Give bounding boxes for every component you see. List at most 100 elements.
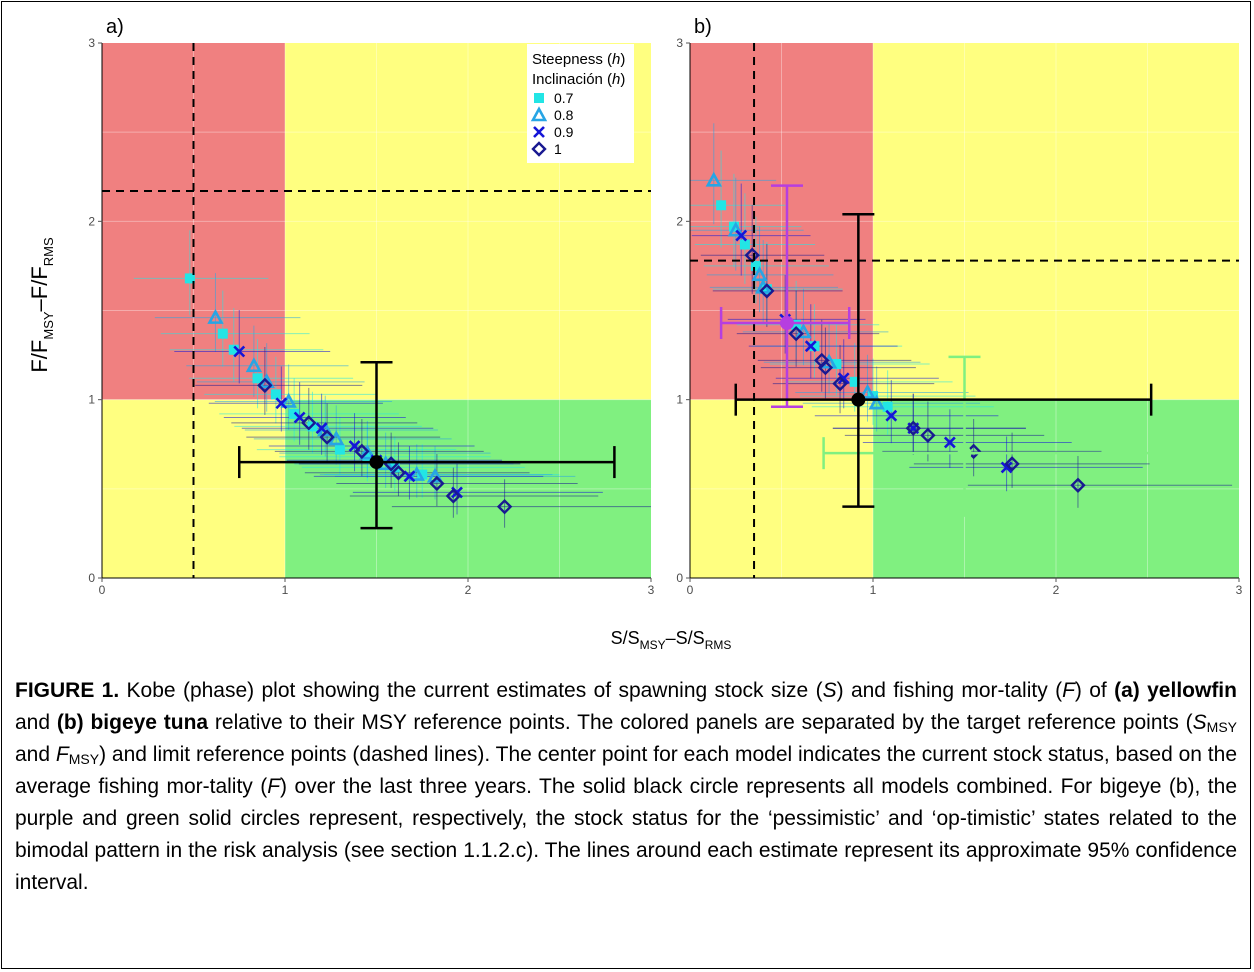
combined-estimate-point bbox=[851, 392, 866, 407]
x-label-sub2: RMS bbox=[705, 638, 732, 652]
caption-bigeye: (b) bigeye tuna bbox=[56, 711, 209, 734]
model-point bbox=[809, 341, 820, 352]
combined-estimate-point bbox=[369, 455, 384, 470]
y-tick-label: 3 bbox=[88, 36, 95, 50]
x-tick-label: 1 bbox=[870, 583, 877, 597]
model-point bbox=[228, 344, 239, 355]
legend-marker-cross bbox=[533, 126, 545, 138]
legend-label: 0.7 bbox=[554, 90, 574, 106]
legend-marker-square bbox=[534, 93, 544, 103]
quadrant-yellow-top bbox=[873, 43, 1239, 400]
x-tick-label: 3 bbox=[648, 583, 655, 597]
model-point bbox=[751, 266, 768, 282]
model-point bbox=[233, 345, 246, 358]
model-point bbox=[496, 498, 513, 515]
model-point bbox=[429, 475, 445, 492]
model-point bbox=[417, 469, 428, 480]
x-tick-label: 1 bbox=[282, 583, 289, 597]
model-point bbox=[1070, 477, 1086, 493]
x-label-sub1: MSY bbox=[640, 638, 666, 652]
model-point bbox=[245, 357, 263, 373]
caption-yellowfin: (a) yellowfin bbox=[1114, 679, 1237, 702]
x-label-mid: –S/S bbox=[666, 628, 705, 648]
y-label-sub2: RMS bbox=[41, 237, 56, 266]
model-point bbox=[390, 465, 407, 481]
model-point bbox=[885, 409, 898, 422]
x-axis-label: S/SMSY–S/SRMS bbox=[611, 628, 732, 652]
model-point bbox=[859, 383, 876, 399]
model-point bbox=[920, 427, 936, 444]
legend-marker-diamond bbox=[531, 141, 547, 157]
model-point bbox=[403, 470, 416, 483]
model-point bbox=[759, 283, 775, 299]
model-point bbox=[739, 239, 750, 250]
model-point bbox=[882, 401, 893, 412]
y-tick-label: 3 bbox=[676, 36, 683, 50]
x-tick-label: 0 bbox=[99, 583, 106, 597]
legend-title-1: Steepness (h) bbox=[532, 51, 625, 68]
model-point bbox=[716, 200, 727, 211]
model-point bbox=[727, 221, 744, 237]
model-point bbox=[1004, 456, 1020, 472]
model-point bbox=[207, 308, 224, 324]
model-point bbox=[280, 392, 297, 408]
model-point bbox=[943, 436, 956, 449]
x-tick-label: 2 bbox=[1053, 583, 1060, 597]
model-point bbox=[735, 229, 748, 242]
legend-marker-triangle bbox=[530, 106, 548, 122]
y-tick-label: 1 bbox=[88, 393, 95, 407]
panel-a: 0 1 2 3 0 1 2 3 bbox=[88, 36, 654, 597]
model-point bbox=[905, 420, 921, 436]
model-point bbox=[252, 373, 263, 384]
quadrant-green bbox=[285, 399, 651, 578]
model-point bbox=[217, 328, 228, 339]
x-label-base: S/S bbox=[611, 628, 640, 648]
panel-a-label: a) bbox=[106, 16, 124, 38]
model-point bbox=[832, 375, 848, 392]
legend-label: 0.8 bbox=[554, 107, 574, 123]
pessimistic-estimate-point bbox=[779, 315, 794, 330]
model-point bbox=[426, 467, 444, 483]
y-tick-label: 0 bbox=[88, 571, 95, 585]
model-point bbox=[750, 260, 761, 271]
model-point bbox=[184, 273, 195, 284]
model-point bbox=[275, 397, 288, 410]
model-point bbox=[868, 394, 885, 410]
quadrant-red bbox=[690, 43, 873, 400]
model-point bbox=[289, 408, 300, 419]
y-label-sub1: MSY bbox=[41, 311, 56, 340]
model-point bbox=[445, 488, 462, 504]
model-point bbox=[315, 422, 328, 435]
figure-caption: FIGURE 1. Kobe (phase) plot showing the … bbox=[15, 679, 1238, 894]
model-point bbox=[257, 377, 273, 394]
model-point bbox=[831, 359, 842, 369]
caption-figure-label: FIGURE 1. bbox=[15, 679, 120, 702]
model-point bbox=[359, 444, 376, 460]
model-point bbox=[837, 372, 850, 385]
y-tick-label: 0 bbox=[676, 571, 683, 585]
y-tick-label: 1 bbox=[676, 393, 683, 407]
y-label-mid: –F/F bbox=[27, 266, 52, 311]
model-point bbox=[791, 319, 802, 330]
model-point bbox=[319, 429, 335, 445]
y-axis-label: F/FMSY–F/FRMS bbox=[27, 237, 56, 373]
x-tick-label: 3 bbox=[1236, 583, 1243, 597]
model-point bbox=[270, 389, 281, 400]
y-label-base: F/F bbox=[27, 340, 52, 373]
model-point bbox=[293, 411, 306, 424]
legend-box bbox=[527, 44, 634, 163]
model-point bbox=[362, 451, 373, 462]
model-point bbox=[1000, 461, 1013, 474]
optimistic-estimate-point bbox=[957, 446, 972, 461]
panel-b-label: b) bbox=[694, 16, 712, 38]
model-point bbox=[334, 444, 345, 455]
legend-label: 0.9 bbox=[554, 124, 574, 140]
model-point bbox=[301, 415, 317, 431]
quadrant-yellow-bottom bbox=[690, 399, 873, 578]
legend-label: 1 bbox=[554, 141, 562, 157]
legend-title-2: Inclinación (h) bbox=[532, 71, 625, 88]
y-tick-label: 2 bbox=[676, 214, 683, 228]
x-tick-label: 2 bbox=[465, 583, 472, 597]
